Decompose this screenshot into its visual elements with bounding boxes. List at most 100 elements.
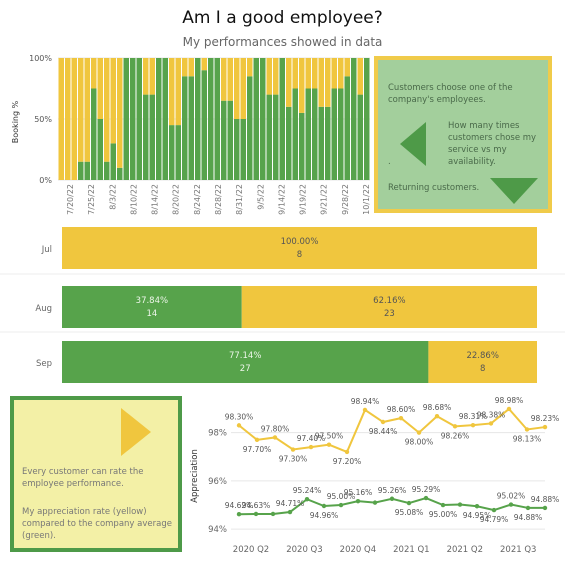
appreciation-data-label: 94.88% <box>514 513 543 522</box>
appreciation-data-label: 98.60% <box>387 405 416 414</box>
monthly-bar-yellow <box>241 286 538 328</box>
booking-x-tick: 9/14/22 <box>277 184 286 215</box>
appreciation-data-label: 97.40% <box>297 434 326 443</box>
monthly-grid <box>0 273 565 333</box>
monthly-bar-green <box>62 286 242 328</box>
appreciation-data-label: 95.02% <box>497 492 526 501</box>
booking-bar-yellow <box>266 58 272 95</box>
booking-x-tick: 8/31/22 <box>235 184 244 215</box>
booking-bar-green <box>97 119 103 180</box>
booking-bar-yellow <box>84 58 90 162</box>
appreciation-point-average <box>355 498 361 504</box>
booking-bar-yellow <box>149 58 155 95</box>
booking-y-tick: 50% <box>34 115 52 124</box>
booking-bar-green <box>227 100 233 180</box>
monthly-category-label: Aug <box>35 304 52 314</box>
booking-bar-yellow <box>227 58 233 101</box>
appreciation-point-mine <box>272 435 278 440</box>
booking-bar-green <box>104 161 110 180</box>
booking-x-tick: 9/5/22 <box>256 184 265 210</box>
appreciation-point-average <box>525 505 531 511</box>
appreciation-point-average <box>287 509 293 515</box>
monthly-yellow-count: 23 <box>384 309 395 319</box>
appreciation-point-average <box>304 497 310 502</box>
booking-bar-yellow <box>188 58 194 77</box>
appreciation-data-label: 97.70% <box>243 445 272 454</box>
appreciation-point-mine <box>362 407 368 413</box>
booking-bar-green <box>279 58 285 180</box>
page-subtitle: My performances showed in data <box>182 35 383 49</box>
booking-bar-green <box>91 88 97 180</box>
appreciation-data-label: 95.08% <box>395 508 424 517</box>
triangle-left-icon <box>400 122 426 166</box>
info-card-appreciation: Every customer can rate the employee per… <box>10 396 182 552</box>
info-card-text-4: Every customer can rate the employee per… <box>22 467 144 489</box>
appreciation-y-label: Appreciation <box>190 449 200 503</box>
booking-bar-green <box>299 112 305 180</box>
appreciation-point-mine <box>344 449 350 455</box>
booking-bar-yellow <box>143 58 149 95</box>
booking-y-label: Booking % <box>11 100 20 143</box>
monthly-bar-yellow <box>428 341 537 383</box>
appreciation-point-average <box>253 511 259 517</box>
info-card-text-3: Returning customers. <box>388 183 480 193</box>
booking-bar-green <box>169 125 175 180</box>
booking-chart: 0% 50% 100% 7/20/22 7/25/22 8/3/22 8/10/22 8/1… <box>11 54 371 215</box>
booking-bar-green <box>312 88 318 180</box>
booking-bar-green <box>325 106 331 180</box>
booking-bars <box>58 58 370 180</box>
appreciation-data-label: 95.24% <box>293 486 322 495</box>
booking-bar-yellow <box>78 58 84 162</box>
booking-bar-yellow <box>240 58 246 119</box>
booking-bar-yellow <box>110 58 116 144</box>
appreciation-x-tick: 2020 Q2 <box>233 545 269 555</box>
booking-bar-green <box>214 58 220 180</box>
appreciation-x-tick: 2021 Q2 <box>447 545 483 555</box>
booking-x-tick: 9/19/22 <box>299 184 308 215</box>
booking-bar-yellow <box>97 58 103 119</box>
booking-bar-yellow <box>338 58 344 89</box>
appreciation-point-mine <box>308 444 314 450</box>
booking-bar-green <box>117 167 123 180</box>
booking-x-tick: 8/24/22 <box>193 184 202 215</box>
booking-y-tick: 0% <box>39 176 52 185</box>
booking-bar-green <box>364 58 370 180</box>
appreciation-data-label: 95.00% <box>327 492 356 501</box>
booking-bar-yellow <box>305 58 311 89</box>
booking-bar-green <box>123 58 129 180</box>
monthly-yellow-percent: 62.16% <box>373 296 405 306</box>
booking-x-tick: 9/21/22 <box>320 184 329 215</box>
appreciation-point-mine <box>326 442 332 447</box>
appreciation-data-label: 95.00% <box>429 510 458 519</box>
booking-bar-green <box>84 161 90 180</box>
booking-x-tick: 7/20/22 <box>66 184 75 215</box>
booking-bar-green <box>318 106 324 180</box>
appreciation-point-mine <box>236 423 242 428</box>
info-card-text-2: How many times customers chose my servic… <box>448 121 537 167</box>
booking-bar-green <box>110 143 116 180</box>
booking-bar-green <box>357 94 363 180</box>
appreciation-x-tick: 2020 Q3 <box>286 545 322 555</box>
appreciation-data-label: 98.94% <box>351 397 380 406</box>
booking-x-tick: 8/10/22 <box>129 184 138 215</box>
appreciation-data-label: 95.26% <box>378 486 407 495</box>
monthly-green-percent: 37.84% <box>136 296 168 306</box>
booking-bar-yellow <box>117 58 123 168</box>
page-title: Am I a good employee? <box>182 8 383 28</box>
booking-bar-yellow <box>286 58 292 107</box>
monthly-bars <box>62 227 538 383</box>
booking-x-tick: 7/25/22 <box>87 184 96 215</box>
booking-bar-green <box>149 94 155 180</box>
triangle-down-icon <box>490 178 538 204</box>
booking-bar-green <box>266 94 272 180</box>
appreciation-y-ticks: 94% 96% 98% <box>208 429 227 536</box>
appreciation-point-average <box>508 502 514 507</box>
booking-bar-yellow <box>234 58 240 119</box>
monthly-yellow-percent: 22.86% <box>466 351 498 361</box>
appreciation-point-average <box>372 500 378 505</box>
appreciation-point-average <box>457 502 463 507</box>
booking-bar-yellow <box>325 58 331 107</box>
booking-x-tick: 10/1/22 <box>362 184 371 215</box>
booking-bar-yellow <box>221 58 227 101</box>
booking-bar-green <box>208 58 214 180</box>
